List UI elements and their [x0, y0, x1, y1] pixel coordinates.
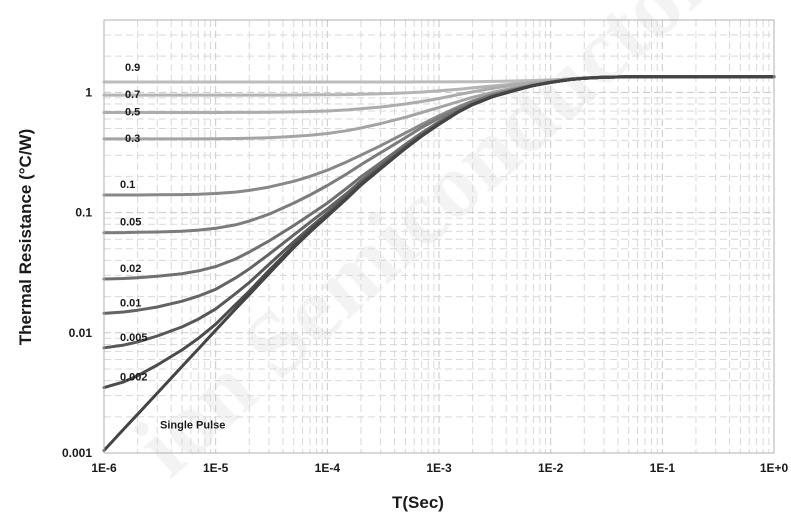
- x-tick-label: 1E-1: [650, 461, 676, 475]
- y-tick-label: 0.1: [75, 206, 92, 220]
- series-lines: [102, 75, 776, 452]
- series-label: 0.002: [120, 372, 148, 384]
- y-axis-title: Thermal Resistance (°C/W): [16, 129, 35, 346]
- series-label: 0.05: [120, 217, 141, 229]
- plot-border: [103, 19, 775, 454]
- series-label: 0.1: [120, 179, 135, 191]
- y-tick-labels: 0.001 0.01 0.1 1: [62, 85, 92, 460]
- series-label: Single Pulse: [160, 419, 225, 431]
- series-label: 0.01: [120, 297, 141, 309]
- series-label: 0.02: [120, 263, 141, 275]
- series-label: 0.9: [125, 62, 140, 74]
- series-label: 0.5: [125, 107, 140, 119]
- y-tick-label: 0.01: [69, 326, 93, 340]
- series-labels: 0.9 0.7 0.5 0.3 0.1 0.05 0.02 0.01 0.005 0.002 Sin…: [120, 62, 225, 431]
- series-line-10: [102, 75, 776, 452]
- x-axis-title: T(Sec): [392, 493, 444, 512]
- series-label: 0.7: [125, 89, 140, 101]
- series-label: 0.005: [120, 332, 148, 344]
- y-tick-label: 1: [85, 85, 92, 99]
- y-tick-label: 0.001: [62, 446, 92, 460]
- series-label: 0.3: [125, 133, 140, 145]
- x-tick-label: 1E-2: [538, 461, 564, 475]
- x-tick-label: 1E-4: [315, 461, 341, 475]
- x-tick-labels: 1E-6 1E-5 1E-4 1E-3 1E-2 1E-1 1E+0: [91, 461, 788, 475]
- x-tick-label: 1E-3: [426, 461, 452, 475]
- x-tick-label: 1E+0: [760, 461, 789, 475]
- x-tick-label: 1E-6: [91, 461, 117, 475]
- x-tick-label: 1E-5: [203, 461, 229, 475]
